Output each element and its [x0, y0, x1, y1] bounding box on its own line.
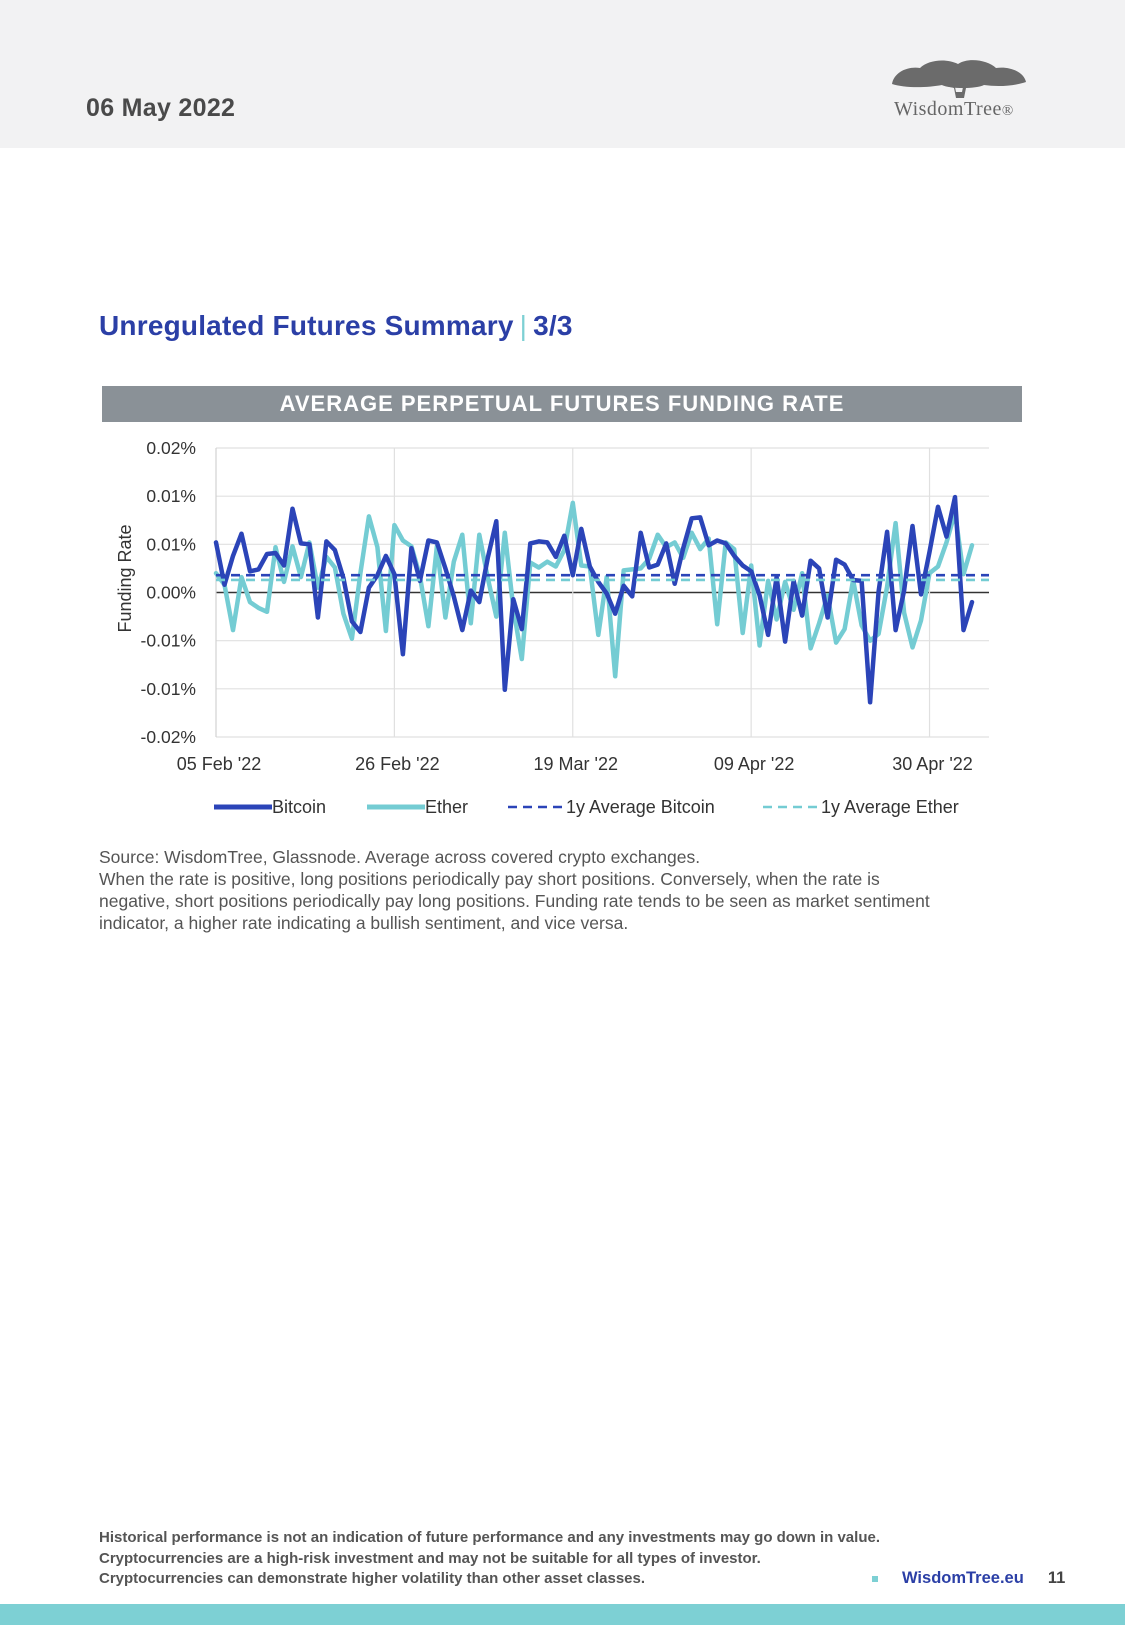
x-tick-label: 30 Apr '22 [892, 754, 973, 774]
bottom-accent-bar [0, 1604, 1125, 1625]
disclaimer-line-3: Cryptocurrencies can demonstrate higher … [99, 1570, 646, 1587]
page-number: 11 [1047, 1569, 1066, 1587]
legend-label: Bitcoin [272, 797, 326, 817]
section-title: Unregulated Futures Summary | 3/3 [99, 310, 573, 342]
y-tick-label: 0.01% [146, 486, 196, 506]
series-line-ether [213, 500, 975, 679]
brand-name: WisdomTree [894, 98, 1002, 120]
y-tick-label: 0.02% [146, 438, 196, 458]
disclaimer-line-2: Cryptocurrencies are a high-risk investm… [99, 1549, 761, 1567]
x-tick-label: 05 Feb '22 [177, 754, 262, 774]
brand-wordmark: WisdomTree® [894, 98, 1014, 121]
legend-label: Ether [425, 797, 468, 817]
legend-label: 1y Average Ether [821, 797, 959, 817]
source-note: Source: WisdomTree, Glassnode. Average a… [99, 847, 701, 867]
section-title-separator: | [519, 310, 528, 341]
chart-banner-title: AVERAGE PERPETUAL FUTURES FUNDING RATE [102, 386, 1022, 422]
footer-disclaimer: Historical performance is not an indicat… [99, 1528, 919, 1590]
y-axis-label: Funding Rate [115, 524, 135, 632]
y-tick-label: -0.01% [141, 631, 196, 651]
x-tick-label: 09 Apr '22 [714, 754, 795, 774]
tree-logo-icon [892, 60, 1026, 98]
funding-rate-chart: 0.02% 0.01% 0.01% 0.00% -0.01% -0.01% -0.02% 05… [115, 438, 989, 817]
chart-notes: Source: WisdomTree, Glassnode. Average a… [99, 846, 1029, 934]
explanation-line-3: indicator, a higher rate indicating a bu… [99, 913, 629, 933]
y-tick-label: 0.01% [146, 534, 196, 554]
report-date: 06 May 2022 [86, 94, 236, 122]
y-tick-label: -0.02% [141, 727, 196, 747]
explanation-line-2: negative, short positions periodically p… [99, 891, 930, 911]
disclaimer-line-1: Historical performance is not an indicat… [99, 1529, 880, 1546]
legend-label: 1y Average Bitcoin [566, 797, 715, 817]
section-page-part: 3/3 [533, 310, 573, 341]
y-tick-label: 0.00% [146, 583, 196, 603]
y-tick-label: -0.01% [141, 679, 196, 699]
brand-mark: ® [1001, 103, 1014, 119]
page-header: 06 May 2022 WisdomTree® [0, 0, 1125, 148]
explanation-line-1: When the rate is positive, long position… [99, 869, 880, 889]
x-tick-label: 26 Feb '22 [355, 754, 440, 774]
website-link[interactable]: WisdomTree.eu [902, 1569, 1024, 1587]
footer-right: WisdomTree.eu 11 [872, 1569, 1065, 1588]
bullet-icon [872, 1575, 878, 1582]
x-tick-label: 19 Mar '22 [534, 754, 618, 774]
section-title-text: Unregulated Futures Summary [99, 310, 514, 341]
